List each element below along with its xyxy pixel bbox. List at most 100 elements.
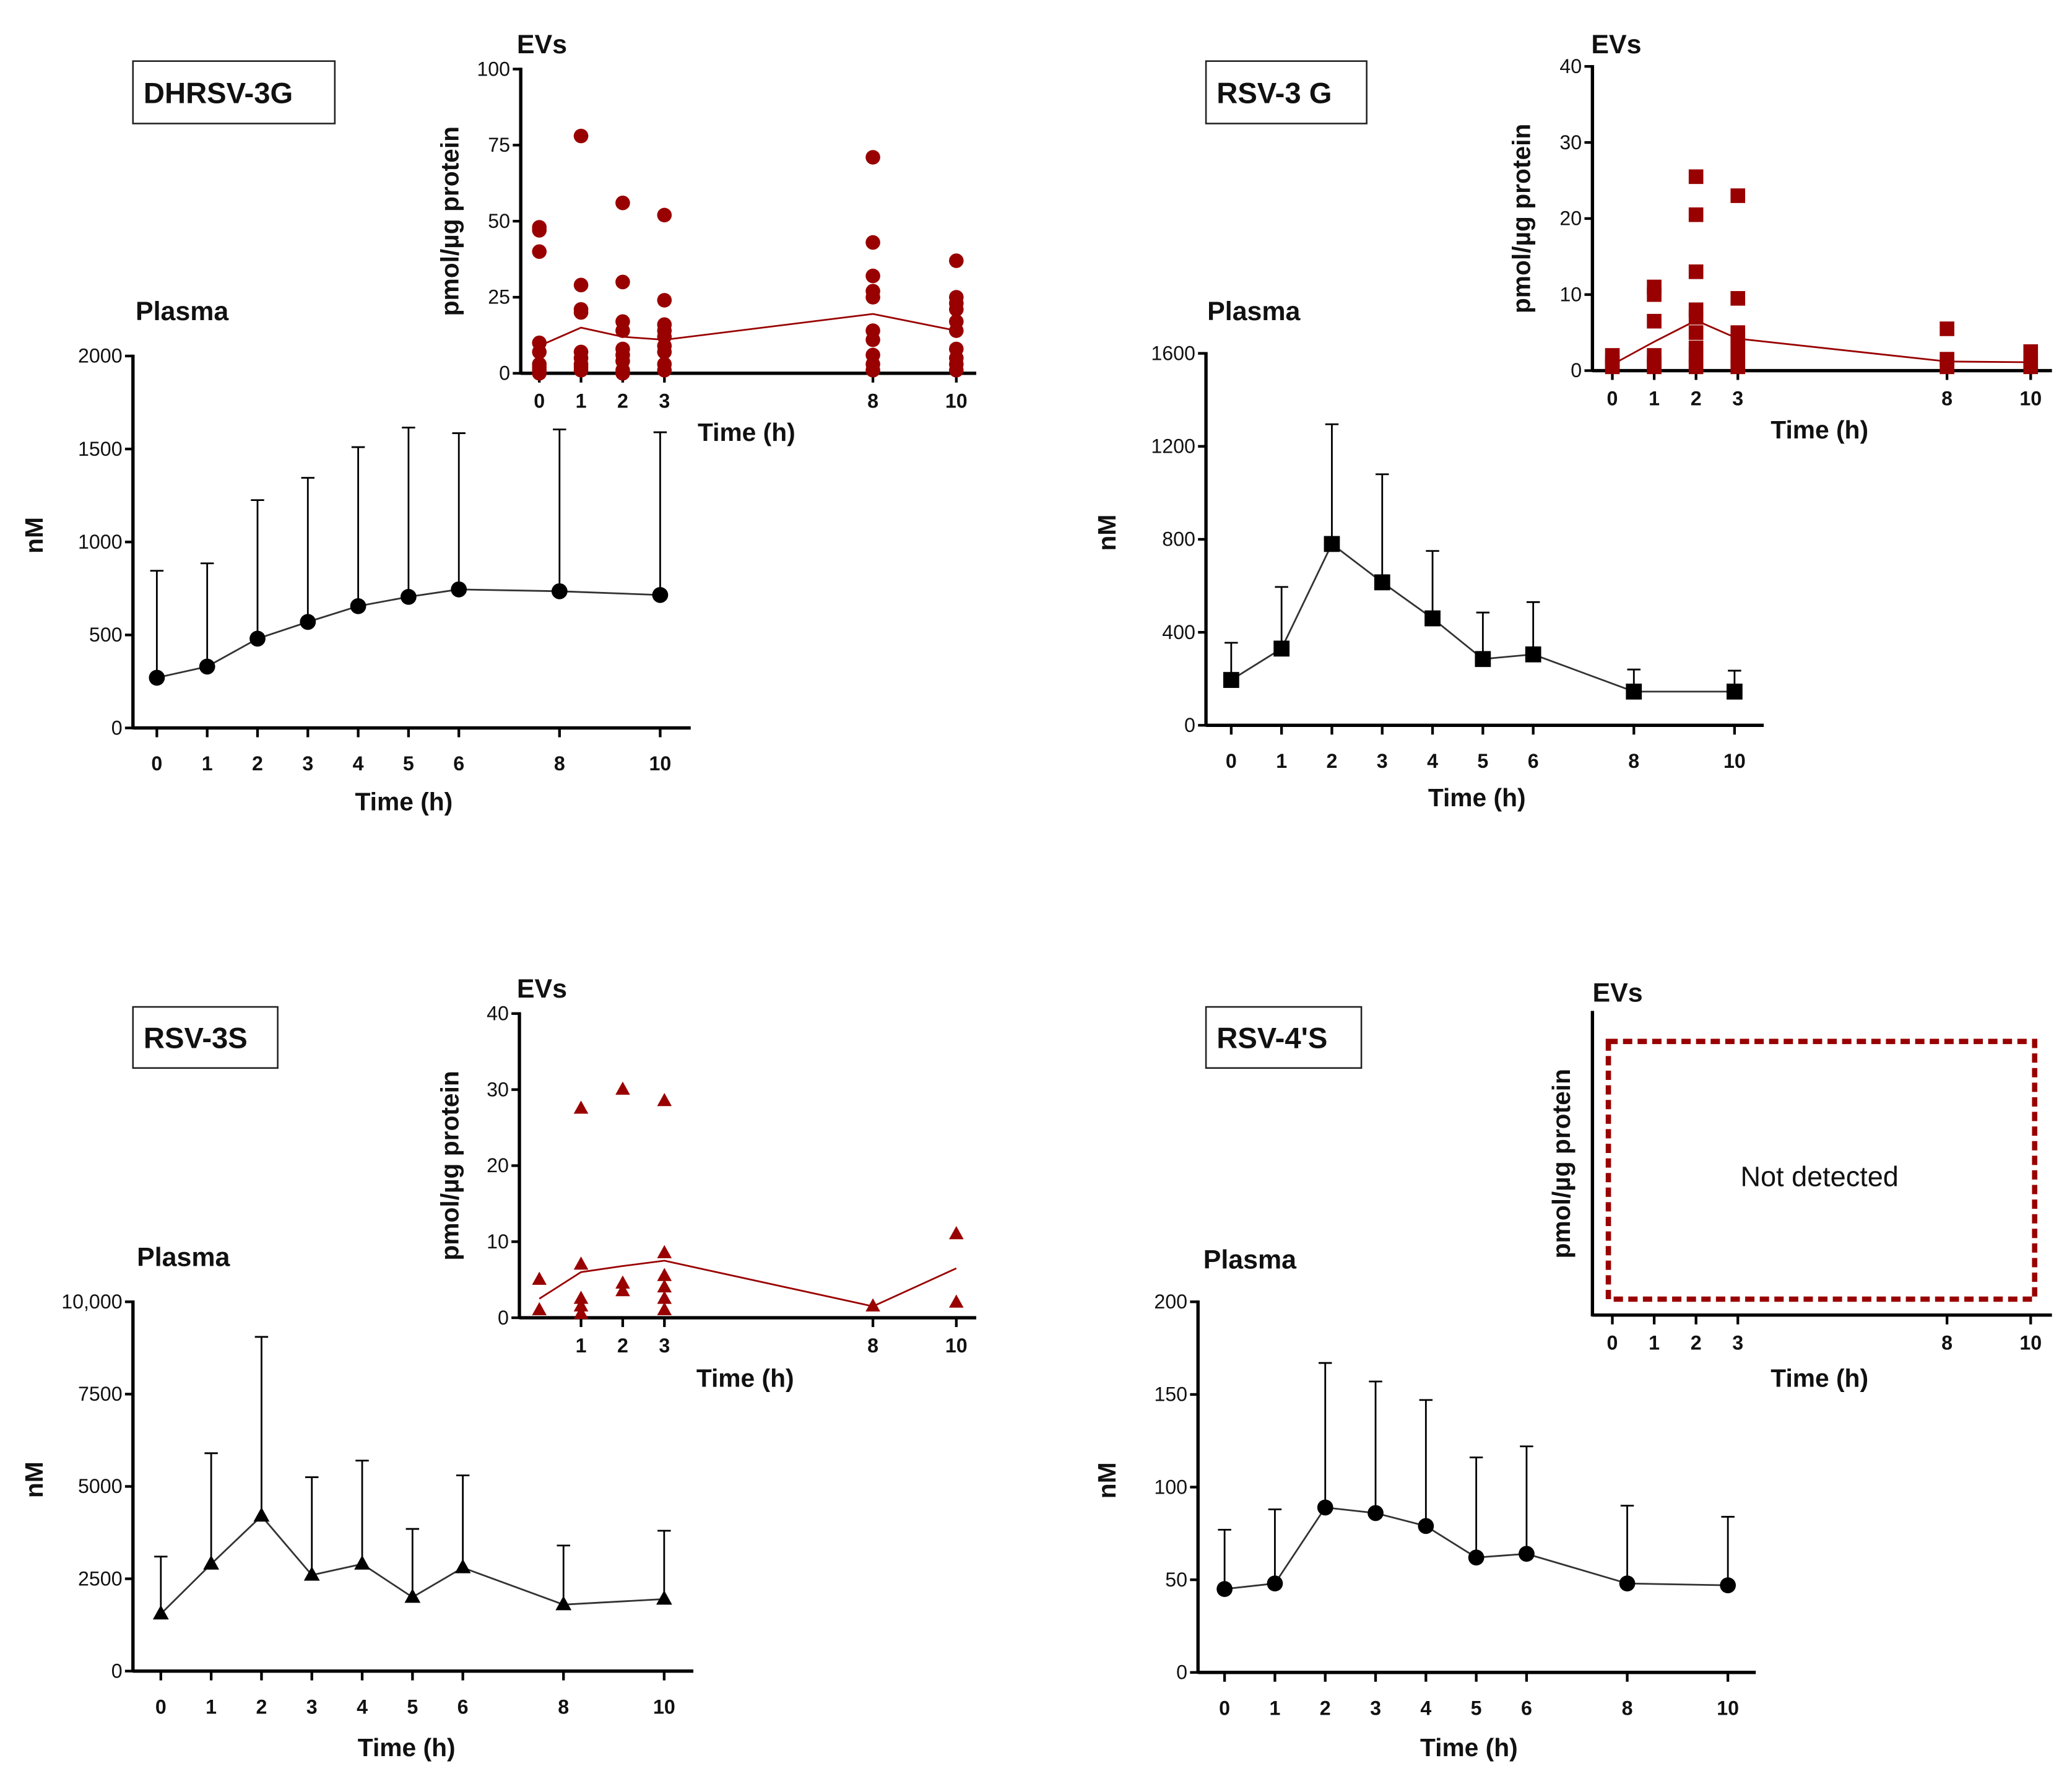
data-point xyxy=(1720,1577,1736,1594)
data-point xyxy=(1317,1499,1333,1516)
ev-chart-7: EVs 0 1 2 3 8 10 Time (h) pmol/µg protein Not det… xyxy=(1547,978,2052,1393)
x-tick-label: 0 xyxy=(1226,750,1237,772)
data-point xyxy=(1368,1505,1384,1521)
subplot-title: EVs xyxy=(1593,978,1643,1007)
y-tick-label: 0 xyxy=(1184,714,1195,736)
data-point xyxy=(1727,683,1743,700)
ev-point xyxy=(657,1302,672,1316)
ev-point xyxy=(615,1283,630,1297)
data-point xyxy=(354,1555,370,1570)
x-tick-label: 4 xyxy=(1427,750,1438,772)
data-point xyxy=(249,630,266,647)
x-tick-label: 3 xyxy=(659,1334,670,1357)
x-tick-label: 3 xyxy=(1370,1697,1381,1719)
y-tick-label: 0 xyxy=(1176,1661,1187,1684)
y-tick-label: 10,000 xyxy=(61,1290,122,1313)
data-point xyxy=(152,1605,169,1620)
x-tick-label: 1 xyxy=(1269,1697,1280,1719)
data-point xyxy=(253,1507,270,1522)
data-point xyxy=(303,1566,320,1581)
data-point xyxy=(300,614,316,630)
ev-mean-line xyxy=(1611,319,2031,365)
ev-point xyxy=(615,1275,630,1289)
x-tick-label: 10 xyxy=(2019,387,2042,409)
y-tick-label: 5000 xyxy=(78,1475,123,1497)
x-tick-label: 10 xyxy=(2019,1332,2042,1354)
data-point xyxy=(203,1555,219,1570)
y-tick-label: 150 xyxy=(1154,1383,1187,1406)
ev-point xyxy=(573,128,589,144)
x-tick-label: 6 xyxy=(1521,1697,1532,1719)
y-tick-label: 1200 xyxy=(1151,435,1195,458)
ev-point xyxy=(573,1298,589,1312)
data-point xyxy=(1519,1546,1535,1562)
x-tick-label: 10 xyxy=(1723,750,1746,772)
x-axis-label: Time (h) xyxy=(1771,1364,1868,1393)
ev-point xyxy=(615,323,630,338)
ev-point xyxy=(865,150,880,165)
y-tick-label: 40 xyxy=(487,1003,509,1025)
y-tick-label: 2500 xyxy=(78,1567,123,1590)
ev-point xyxy=(1730,291,1746,306)
ev-point xyxy=(615,195,630,211)
y-tick-label: 2000 xyxy=(78,345,123,367)
ev-point xyxy=(948,302,964,317)
x-tick-label: 3 xyxy=(302,752,313,775)
y-axis-label: pmol/µg protein xyxy=(435,126,464,316)
data-point xyxy=(199,658,215,675)
x-tick-label: 0 xyxy=(1607,1332,1618,1354)
data-point xyxy=(1475,651,1491,668)
data-point xyxy=(401,588,417,605)
data-point xyxy=(652,586,669,603)
ev-point xyxy=(573,363,589,378)
ev-point xyxy=(615,1081,630,1095)
x-tick-label: 8 xyxy=(558,1695,569,1718)
ev-point xyxy=(2023,359,2039,375)
data-point xyxy=(350,598,366,614)
y-tick-label: 800 xyxy=(1162,528,1195,550)
ev-point xyxy=(657,363,672,378)
panel-label: DHRSV-3G xyxy=(144,77,293,110)
ev-point xyxy=(865,290,880,305)
x-tick-label: 4 xyxy=(1420,1697,1431,1719)
y-axis-label: pmol/µg protein xyxy=(1547,1069,1576,1258)
x-axis-label: Time (h) xyxy=(1771,416,1868,444)
x-tick-label: 0 xyxy=(1219,1697,1230,1719)
x-tick-label: 3 xyxy=(659,390,670,412)
y-tick-label: 400 xyxy=(1162,621,1195,643)
ev-point xyxy=(1688,310,1704,325)
y-tick-label: 0 xyxy=(111,716,123,739)
x-tick-label: 1 xyxy=(1649,1332,1660,1354)
ev-point xyxy=(657,1290,672,1304)
y-axis-label: nM xyxy=(20,517,48,554)
ev-point xyxy=(1730,359,1746,375)
subplot-title: Plasma xyxy=(1207,297,1301,326)
x-axis-label: Time (h) xyxy=(355,788,453,816)
data-point xyxy=(1468,1549,1485,1566)
ev-point xyxy=(1647,359,1662,375)
y-axis-label: nM xyxy=(1093,1462,1121,1499)
ev-point xyxy=(865,235,880,250)
x-axis-label: Time (h) xyxy=(698,418,795,446)
ev-chart-5: EVs 0 10 20 30 40 1 2 3 8 10 Time (h) pmol/µg protei… xyxy=(435,974,976,1393)
data-point xyxy=(1216,1581,1233,1598)
data-point xyxy=(1626,683,1642,700)
ev-chart-3: EVs 0 10 20 30 40 0 1 2 3 8 10 Time (h) pmol/µg prote… xyxy=(1507,30,2052,444)
not-detected-box xyxy=(1605,1038,2037,1302)
panel-label-box xyxy=(132,60,336,124)
subplot-title: Plasma xyxy=(1203,1245,1297,1275)
y-tick-label: 50 xyxy=(488,210,510,232)
x-tick-label: 2 xyxy=(1320,1697,1331,1719)
data-point xyxy=(1424,610,1441,627)
data-point xyxy=(656,1590,672,1605)
ev-point xyxy=(532,1271,547,1285)
y-axis-label: nM xyxy=(1093,515,1121,551)
x-tick-label: 8 xyxy=(1628,750,1639,772)
x-tick-label: 2 xyxy=(617,1334,628,1357)
ev-point xyxy=(1730,188,1746,203)
panel-label-box xyxy=(1205,60,1368,124)
x-tick-label: 4 xyxy=(353,752,364,775)
